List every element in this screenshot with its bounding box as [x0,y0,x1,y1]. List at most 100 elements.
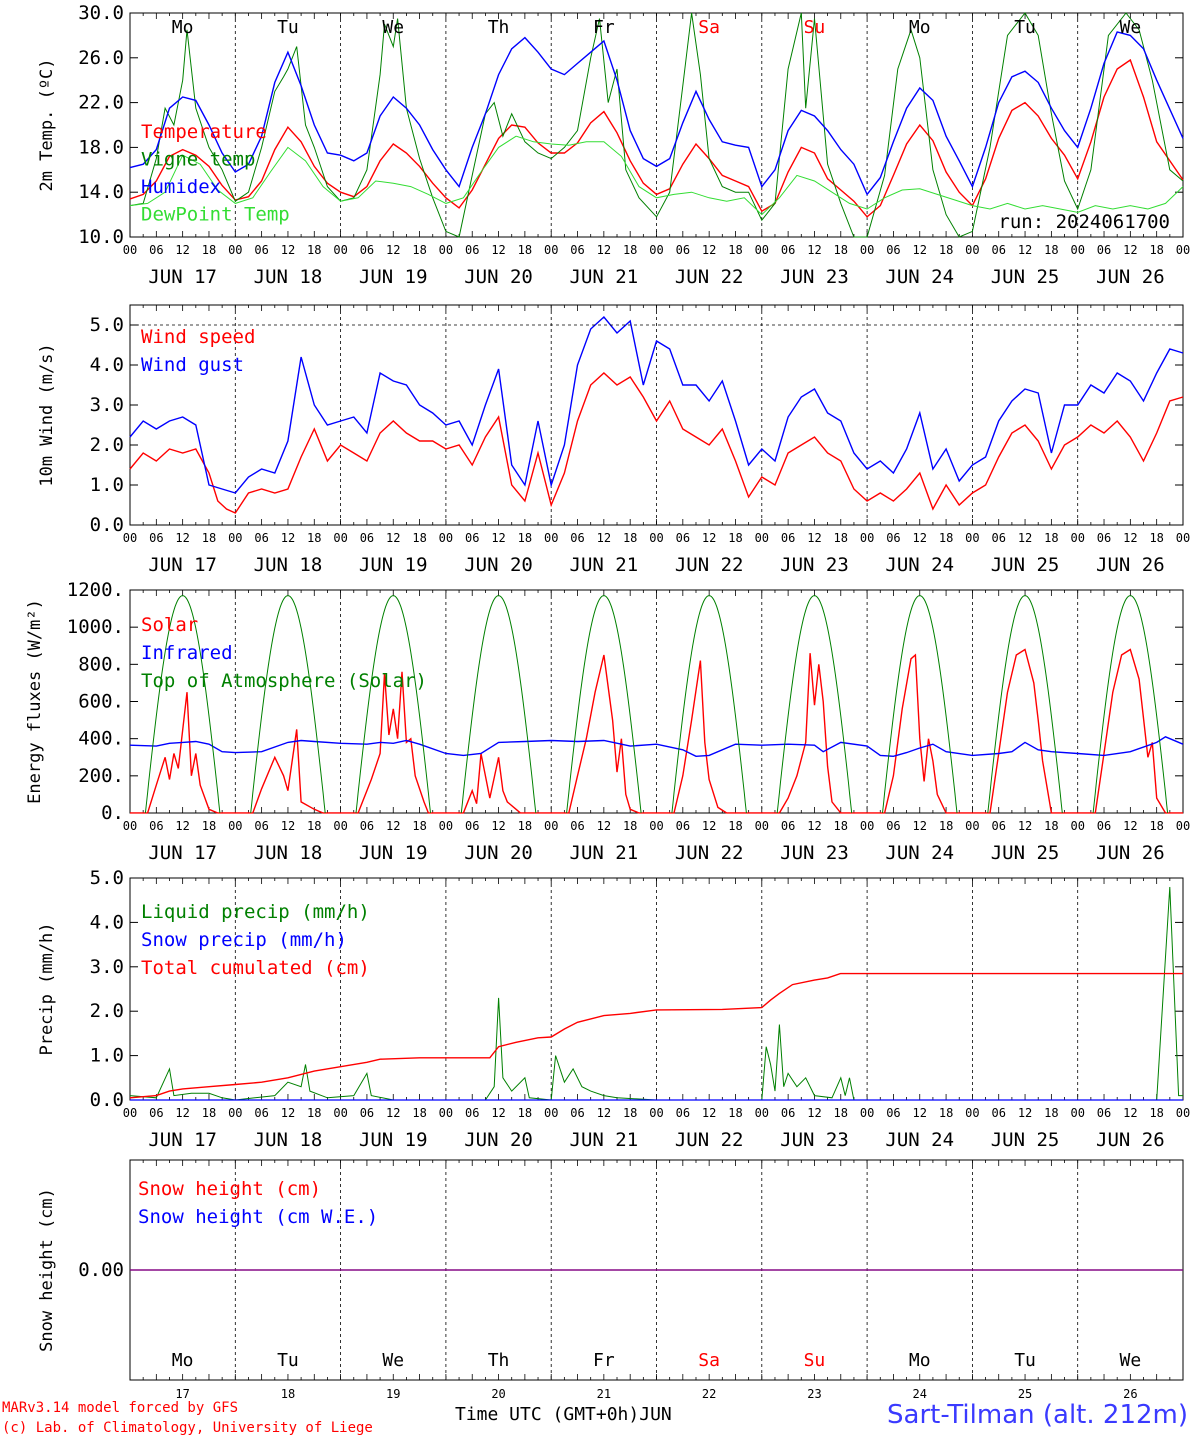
hour-tick-label: 12 [913,243,927,257]
hour-tick-label: 06 [1097,819,1111,833]
hour-tick-label: 00 [123,1106,137,1120]
date-label: JUN 18 [254,842,323,864]
y-tick-label: 0.00 [78,1259,124,1281]
y-tick-label: 2.0 [90,434,124,456]
date-label: JUN 18 [254,554,323,576]
hour-tick-label: 00 [333,243,347,257]
hour-tick-label: 18 [623,819,637,833]
hour-tick-label: 18 [834,1106,848,1120]
model-credit: MARv3.14 model forced by GFS [2,1400,239,1416]
day-number: 22 [702,1387,716,1401]
hour-tick-label: 12 [597,243,611,257]
legend-wind-speed: Wind speed [141,326,255,348]
hour-tick-label: 00 [544,243,558,257]
hour-tick-label: 00 [1176,819,1190,833]
date-label: JUN 24 [885,1129,954,1151]
lab-credit: (c) Lab. of Climatology, University of L… [2,1420,373,1436]
date-label: JUN 26 [1096,1129,1165,1151]
hour-tick-label: 06 [570,531,584,545]
hour-tick-label: 00 [1176,531,1190,545]
date-label: JUN 21 [570,1129,639,1151]
hour-tick-label: 18 [518,243,532,257]
day-name: Tu [1014,17,1036,38]
hour-tick-label: 06 [360,819,374,833]
hour-tick-label: 06 [676,243,690,257]
date-label: JUN 22 [675,842,744,864]
y-tick-label: 2.0 [90,1000,124,1022]
hour-tick-label: 00 [439,243,453,257]
hour-tick-label: 18 [202,531,216,545]
hour-tick-label: 06 [886,819,900,833]
hour-tick-label: 06 [254,1106,268,1120]
hour-tick-label: 18 [834,819,848,833]
day-name: Tu [1014,1350,1036,1371]
hour-tick-label: 00 [965,1106,979,1120]
hour-tick-label: 00 [333,531,347,545]
legend-dewpoint-temp: DewPoint Temp [141,204,290,226]
hour-tick-label: 12 [175,1106,189,1120]
y-tick-label: 400. [78,728,124,750]
hour-tick-label: 06 [1097,531,1111,545]
hour-tick-label: 18 [202,243,216,257]
y-tick-label: 0.0 [90,1089,124,1111]
hour-tick-label: 06 [991,1106,1005,1120]
hour-tick-label: 06 [360,1106,374,1120]
hour-tick-label: 18 [202,1106,216,1120]
date-label: JUN 19 [359,266,428,288]
date-label: JUN 22 [675,554,744,576]
legend-vigne-temp: Vigne temp [141,149,255,171]
day-number: 21 [597,1387,611,1401]
hour-tick-label: 06 [781,1106,795,1120]
hour-tick-label: 06 [781,531,795,545]
hour-tick-label: 12 [702,1106,716,1120]
hour-tick-label: 06 [149,243,163,257]
hour-tick-label: 00 [1070,531,1084,545]
y-tick-label: 800. [78,653,124,675]
hour-tick-label: 12 [702,819,716,833]
hour-tick-label: 06 [465,243,479,257]
hour-tick-label: 12 [1123,531,1137,545]
hour-tick-label: 12 [491,1106,505,1120]
hour-tick-label: 06 [149,531,163,545]
legend-infrared: Infrared [141,642,233,664]
hour-tick-label: 12 [386,531,400,545]
hour-tick-label: 00 [860,1106,874,1120]
day-name: Su [804,17,826,38]
y-tick-label: 0. [101,802,124,824]
series-humidex [130,32,1183,194]
hour-tick-label: 18 [1044,531,1058,545]
hour-tick-label: 12 [386,1106,400,1120]
date-label: JUN 26 [1096,266,1165,288]
day-name: We [1120,1350,1142,1371]
hour-tick-label: 06 [1097,243,1111,257]
hour-tick-label: 06 [570,1106,584,1120]
hour-tick-label: 18 [728,1106,742,1120]
hour-tick-label: 00 [1070,819,1084,833]
legend-snow-height-cm: Snow height (cm) [138,1178,321,1200]
hour-tick-label: 18 [728,531,742,545]
month-label: JUN [639,1404,672,1425]
station-name: Sart-Tilman (alt. 212m) [887,1400,1188,1430]
hour-tick-label: 00 [649,1106,663,1120]
hour-tick-label: 12 [175,819,189,833]
hour-tick-label: 12 [702,531,716,545]
hour-tick-label: 18 [623,243,637,257]
series-wind-gust [130,317,1183,493]
hour-tick-label: 00 [228,531,242,545]
series-liquid-precip-mm-h [130,887,1183,1100]
hour-tick-label: 12 [491,819,505,833]
x-axis-title: Time UTC (GMT+0h)JUN [455,1404,672,1425]
hour-tick-label: 18 [1149,1106,1163,1120]
hour-tick-label: 00 [544,531,558,545]
date-label: JUN 19 [359,554,428,576]
hour-tick-label: 00 [439,819,453,833]
hour-tick-label: 12 [491,243,505,257]
y-axis-title: Snow height (cm) [37,1188,57,1352]
y-tick-label: 10.0 [78,226,124,248]
date-label: JUN 23 [780,554,849,576]
hour-tick-label: 12 [386,243,400,257]
hour-tick-label: 00 [228,1106,242,1120]
day-number: 23 [807,1387,821,1401]
hour-tick-label: 18 [834,243,848,257]
